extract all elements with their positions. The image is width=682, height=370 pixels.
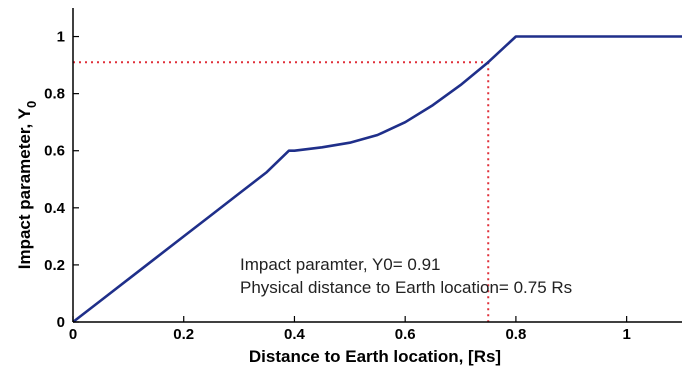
x-tick-label: 0.6: [395, 326, 416, 343]
y-axis-title-main: Impact parameter, Y: [15, 107, 34, 269]
y-tick-label: 1: [57, 29, 65, 46]
annotation-physical-distance: Physical distance to Earth location= 0.7…: [240, 278, 572, 297]
y-tick-label: 0.4: [44, 200, 66, 217]
y-tick-label: 0.8: [44, 86, 65, 103]
x-tick-label: 0.8: [505, 326, 526, 343]
tick-marks: [72, 35, 628, 323]
reference-lines: [73, 61, 490, 322]
axes: [72, 8, 682, 323]
y-tick-label: 0.6: [44, 143, 65, 160]
series-line: [72, 35, 682, 324]
x-tick-label: 0: [69, 326, 77, 343]
x-tick-label: 0.2: [173, 326, 194, 343]
x-tick-label: 0.4: [284, 326, 306, 343]
y-axis-title-subscript: 0: [24, 101, 39, 108]
x-tick-label: 1: [622, 326, 630, 343]
y-tick-label: 0.2: [44, 257, 65, 274]
y-tick-label: 0: [57, 314, 65, 331]
y-axis-title: Impact parameter, Y0: [15, 101, 39, 270]
series-layer: [72, 35, 682, 324]
annotation-impact-parameter: Impact paramter, Y0= 0.91: [240, 255, 441, 274]
x-axis-title: Distance to Earth location, [Rs]: [249, 347, 501, 366]
x-tick-labels: 0 0.2 0.4 0.6 0.8 1: [69, 326, 631, 343]
y-tick-labels: 0 0.2 0.4 0.6 0.8 1: [44, 29, 66, 331]
